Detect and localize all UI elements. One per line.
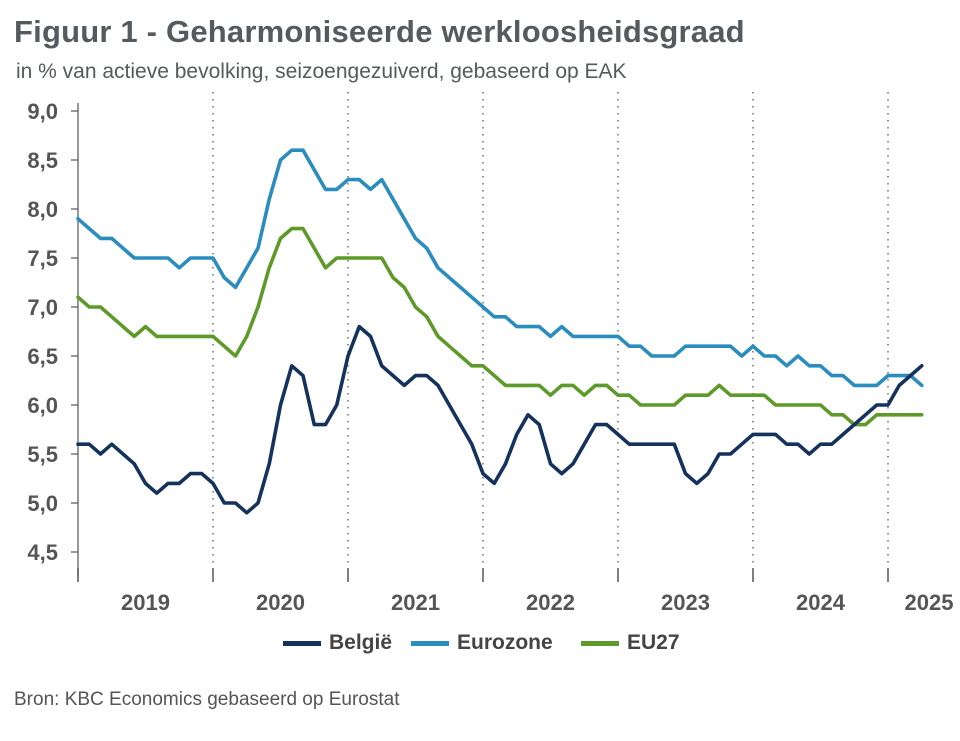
line-chart: 4,55,05,56,06,57,07,58,08,59,0 2019 2020 2… [27,92,954,615]
y-axis: 4,5 5,0 5,5 6,0 6,5 7,0 7,5 8,0 8,5 9,0 [27,99,79,576]
x-tick-label: 2021 [391,590,440,615]
y-tick-label: 5,5 [27,442,58,467]
year-gridlines [212,92,889,566]
legend-label-eurozone: Eurozone [457,631,553,654]
x-tick-label: 2025 [905,590,954,615]
chart-subtitle: in % van actieve bevolking, seizoengezui… [16,60,627,83]
series-line-eurozone [76,148,924,388]
legend-item-belgie: België [283,628,392,658]
x-tick-label: 2024 [796,590,846,615]
source-note: Bron: KBC Economics gebaseerd op Eurosta… [14,689,400,710]
chart-title: Figuur 1 - Geharmoniseerde werkloosheids… [14,14,745,49]
x-tick-label: 2019 [121,590,170,615]
y-tick-label: 6,5 [27,344,58,369]
legend-label-eu27: EU27 [627,631,680,654]
y-tick-label: 7,0 [27,295,58,320]
series-lines [76,148,924,515]
legend-swatch-belgie [283,640,321,646]
y-tick-label: 4,5 [27,540,58,565]
y-tick-label: 8,5 [27,148,58,173]
x-tick-label: 2023 [661,590,710,615]
legend: België Eurozone EU27 [0,628,960,658]
x-axis: 2019 2020 2021 2022 2023 2024 2025 [77,568,954,615]
y-tick-label: 8,0 [27,197,58,222]
x-tick-label: 2020 [256,590,305,615]
x-tick-label: 2022 [526,590,575,615]
legend-swatch-eu27 [581,640,619,646]
legend-item-eurozone: Eurozone [411,628,553,658]
legend-label-belgie: België [329,631,393,654]
y-tick-label: 9,0 [27,99,58,124]
y-tick-label: 5,0 [27,491,58,516]
y-tick-label: 6,0 [27,393,58,418]
legend-swatch-eurozone [411,640,449,646]
legend-item-eu27: EU27 [581,628,680,658]
series-line-belgie [76,324,924,515]
series-line-eu27 [76,226,924,427]
y-tick-label: 7,5 [27,246,58,271]
